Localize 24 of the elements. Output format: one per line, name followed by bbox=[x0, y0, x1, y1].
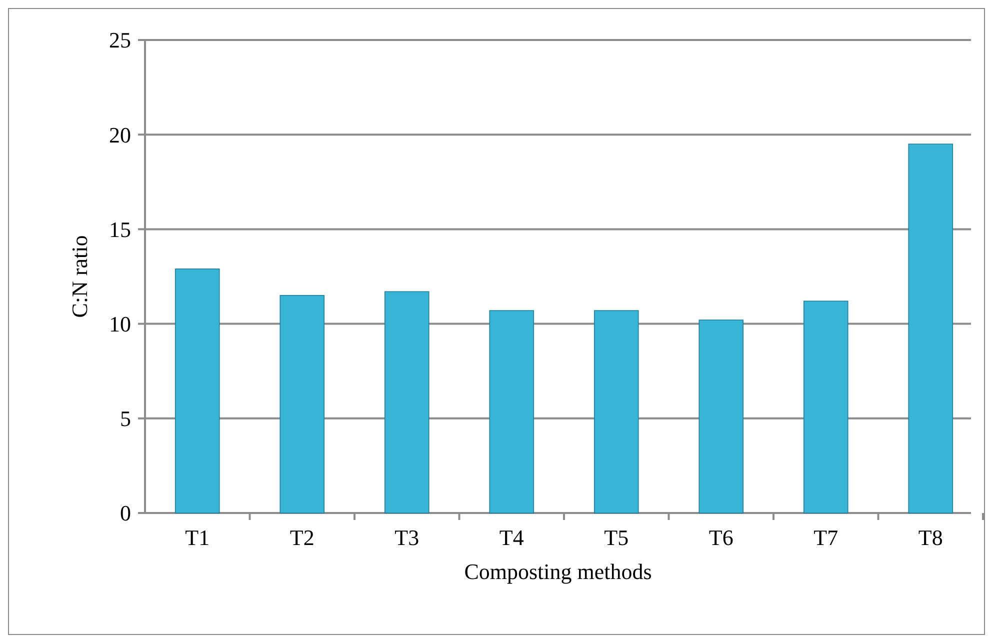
x-tick-label: T3 bbox=[394, 525, 420, 550]
bar bbox=[908, 144, 954, 514]
bar bbox=[280, 295, 325, 514]
x-tick-label: T6 bbox=[708, 525, 734, 550]
y-tick-label: 5 bbox=[120, 406, 131, 432]
y-axis-title: C:N ratio bbox=[67, 235, 92, 318]
y-tick-label: 0 bbox=[120, 500, 131, 526]
x-tick-label: T8 bbox=[918, 525, 943, 550]
x-tick-label: T1 bbox=[185, 525, 210, 550]
x-axis-title: Composting methods bbox=[464, 559, 652, 584]
bar bbox=[698, 320, 744, 514]
x-tick-label: T4 bbox=[499, 525, 524, 550]
bar bbox=[174, 268, 220, 514]
y-tick-label: 15 bbox=[109, 216, 131, 242]
y-tick-label: 10 bbox=[109, 312, 131, 336]
bar bbox=[803, 300, 848, 514]
y-tick-label: 20 bbox=[109, 122, 131, 148]
bar bbox=[384, 291, 430, 514]
x-tick-label: T5 bbox=[604, 525, 629, 550]
y-tick-label: 25 bbox=[109, 28, 131, 53]
bar bbox=[594, 310, 639, 514]
bar bbox=[489, 310, 534, 514]
x-tick-label: T2 bbox=[290, 525, 314, 550]
x-tick-label: T7 bbox=[814, 525, 838, 550]
